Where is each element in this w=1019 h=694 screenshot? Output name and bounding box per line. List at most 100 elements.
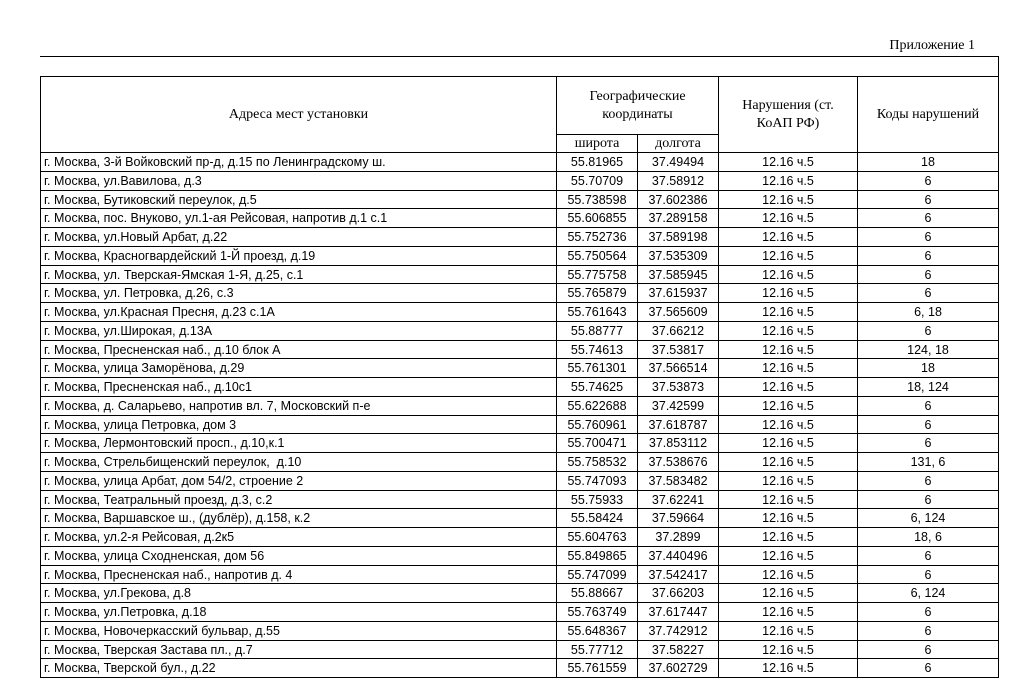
longitude-cell: 37.585945 (637, 265, 719, 284)
address-cell: г. Москва, улица Сходненская, дом 56 (40, 546, 557, 566)
longitude-cell: 37.66203 (637, 583, 719, 603)
longitude-cell: 37.58227 (637, 640, 719, 659)
address-cell: г. Москва, Новочеркасский бульвар, д.55 (40, 621, 557, 641)
violation-cell: 12.16 ч.5 (718, 415, 858, 434)
longitude-cell: 37.615937 (637, 283, 719, 303)
header-cell: Адреса мест установки (40, 76, 557, 153)
violation-cell: 12.16 ч.5 (718, 246, 858, 266)
violation-cell: 12.16 ч.5 (718, 527, 858, 547)
violation-cell: 12.16 ч.5 (718, 508, 858, 528)
codes-cell: 6 (857, 283, 999, 303)
header-cell: долгота (637, 134, 719, 153)
address-cell: г. Москва, ул.Петровка, д.18 (40, 602, 557, 622)
codes-cell: 6, 124 (857, 508, 999, 528)
address-cell: г. Москва, Тверской бул., д.22 (40, 658, 557, 678)
appendix-label: Приложение 1 (889, 38, 975, 53)
codes-cell: 6 (857, 321, 999, 341)
violation-cell: 12.16 ч.5 (718, 152, 858, 172)
latitude-cell: 55.763749 (556, 602, 638, 622)
codes-cell: 18, 124 (857, 377, 999, 397)
latitude-cell: 55.74625 (556, 377, 638, 397)
address-cell: г. Москва, Стрельбищенский переулок, д.1… (40, 452, 557, 472)
address-cell: г. Москва, ул.Грекова, д.8 (40, 583, 557, 603)
address-cell: г. Москва, улица Заморёнова, д.29 (40, 358, 557, 378)
codes-cell: 131, 6 (857, 452, 999, 472)
violation-cell: 12.16 ч.5 (718, 358, 858, 378)
violation-cell: 12.16 ч.5 (718, 227, 858, 247)
address-cell: г. Москва, Тверская Застава пл., д.7 (40, 640, 557, 659)
latitude-cell: 55.75933 (556, 490, 638, 509)
latitude-cell: 55.77712 (556, 640, 638, 659)
header-cell: Коды нарушений (857, 76, 999, 153)
violation-cell: 12.16 ч.5 (718, 452, 858, 472)
violation-cell: 12.16 ч.5 (718, 321, 858, 341)
violation-cell: 12.16 ч.5 (718, 265, 858, 284)
codes-cell: 6 (857, 471, 999, 491)
latitude-cell: 55.58424 (556, 508, 638, 528)
violation-cell: 12.16 ч.5 (718, 565, 858, 584)
codes-cell: 18 (857, 152, 999, 172)
codes-cell: 6 (857, 265, 999, 284)
latitude-cell: 55.604763 (556, 527, 638, 547)
latitude-cell: 55.775758 (556, 265, 638, 284)
latitude-cell: 55.765879 (556, 283, 638, 303)
longitude-cell: 37.66212 (637, 321, 719, 341)
violation-cell: 12.16 ч.5 (718, 471, 858, 491)
longitude-cell: 37.565609 (637, 302, 719, 322)
address-cell: г. Москва, Театральный проезд, д.3, с.2 (40, 490, 557, 509)
frame-line (40, 56, 999, 77)
violation-cell: 12.16 ч.5 (718, 490, 858, 509)
longitude-cell: 37.42599 (637, 396, 719, 416)
longitude-cell: 37.62241 (637, 490, 719, 509)
latitude-cell: 55.849865 (556, 546, 638, 566)
violation-cell: 12.16 ч.5 (718, 190, 858, 209)
longitude-cell: 37.289158 (637, 208, 719, 228)
latitude-cell: 55.761559 (556, 658, 638, 678)
codes-cell: 6 (857, 602, 999, 622)
longitude-cell: 37.53873 (637, 377, 719, 397)
violation-cell: 12.16 ч.5 (718, 583, 858, 603)
address-cell: г. Москва, ул.Широкая, д.13А (40, 321, 557, 341)
address-cell: г. Москва, ул.Вавилова, д.3 (40, 171, 557, 191)
longitude-cell: 37.542417 (637, 565, 719, 584)
longitude-cell: 37.618787 (637, 415, 719, 434)
longitude-cell: 37.602386 (637, 190, 719, 209)
violation-cell: 12.16 ч.5 (718, 340, 858, 359)
address-cell: г. Москва, Лермонтовский просп., д.10,к.… (40, 433, 557, 453)
address-cell: г. Москва, Бутиковский переулок, д.5 (40, 190, 557, 209)
latitude-cell: 55.88777 (556, 321, 638, 341)
codes-cell: 6 (857, 490, 999, 509)
longitude-cell: 37.59664 (637, 508, 719, 528)
latitude-cell: 55.70709 (556, 171, 638, 191)
address-cell: г. Москва, улица Петровка, дом 3 (40, 415, 557, 434)
address-cell: г. Москва, ул.Новый Арбат, д.22 (40, 227, 557, 247)
latitude-cell: 55.88667 (556, 583, 638, 603)
longitude-cell: 37.53817 (637, 340, 719, 359)
violation-cell: 12.16 ч.5 (718, 208, 858, 228)
violation-cell: 12.16 ч.5 (718, 396, 858, 416)
codes-cell: 6 (857, 546, 999, 566)
longitude-cell: 37.49494 (637, 152, 719, 172)
address-cell: г. Москва, ул.Красная Пресня, д.23 с.1А (40, 302, 557, 322)
violation-cell: 12.16 ч.5 (718, 621, 858, 641)
codes-cell: 6 (857, 396, 999, 416)
codes-cell: 18 (857, 358, 999, 378)
longitude-cell: 37.742912 (637, 621, 719, 641)
address-cell: г. Москва, Пресненская наб., д.10 блок А (40, 340, 557, 359)
latitude-cell: 55.700471 (556, 433, 638, 453)
header-cell: Географические координаты (556, 76, 719, 135)
longitude-cell: 37.440496 (637, 546, 719, 566)
latitude-cell: 55.81965 (556, 152, 638, 172)
latitude-cell: 55.606855 (556, 208, 638, 228)
address-cell: г. Москва, Пресненская наб., напротив д.… (40, 565, 557, 584)
violation-cell: 12.16 ч.5 (718, 283, 858, 303)
header-cell: широта (556, 134, 638, 153)
header-cell: Нарушения (ст. КоАП РФ) (718, 76, 858, 153)
latitude-cell: 55.758532 (556, 452, 638, 472)
violation-cell: 12.16 ч.5 (718, 640, 858, 659)
address-cell: г. Москва, Варшавское ш., (дублёр), д.15… (40, 508, 557, 528)
longitude-cell: 37.2899 (637, 527, 719, 547)
violation-cell: 12.16 ч.5 (718, 171, 858, 191)
latitude-cell: 55.752736 (556, 227, 638, 247)
